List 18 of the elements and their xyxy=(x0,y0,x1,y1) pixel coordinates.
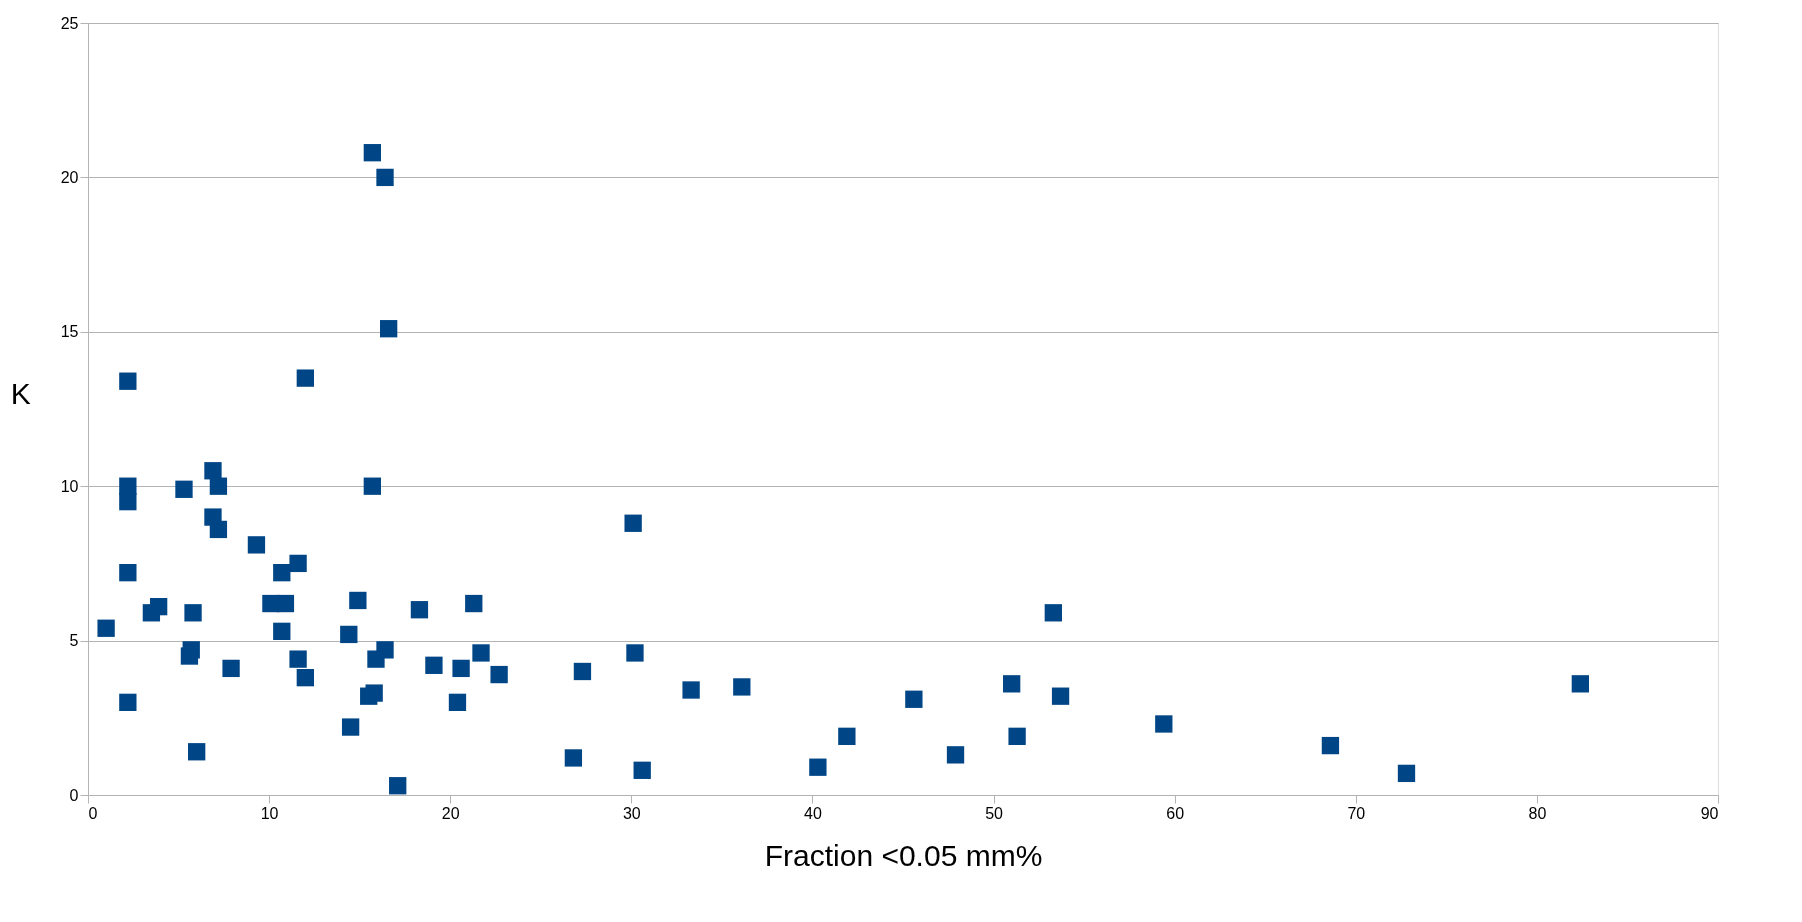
x-tick-label: 40 xyxy=(804,804,822,822)
x-tick-label: 70 xyxy=(1347,804,1366,822)
y-tick-label: 20 xyxy=(60,168,79,186)
x-tick-label: 0 xyxy=(88,804,98,822)
y-tick-label: 15 xyxy=(60,323,79,341)
y-axis-title: K xyxy=(10,376,31,410)
x-tick-label: 30 xyxy=(622,804,641,822)
y-tick-label: 10 xyxy=(60,477,79,495)
x-axis-title: Fraction <0.05 mm% xyxy=(764,838,1043,872)
x-tick-label: 10 xyxy=(260,804,279,822)
x-tick-label: 80 xyxy=(1528,804,1547,822)
y-tick-label: 0 xyxy=(69,786,79,804)
x-tick-label: 60 xyxy=(1166,804,1185,822)
y-tick-label: 5 xyxy=(69,632,79,650)
x-tick-label: 50 xyxy=(985,804,1004,822)
y-tick-label: 25 xyxy=(60,14,79,32)
x-tick-label: 20 xyxy=(441,804,460,822)
x-tick-label: 90 xyxy=(1700,804,1719,822)
